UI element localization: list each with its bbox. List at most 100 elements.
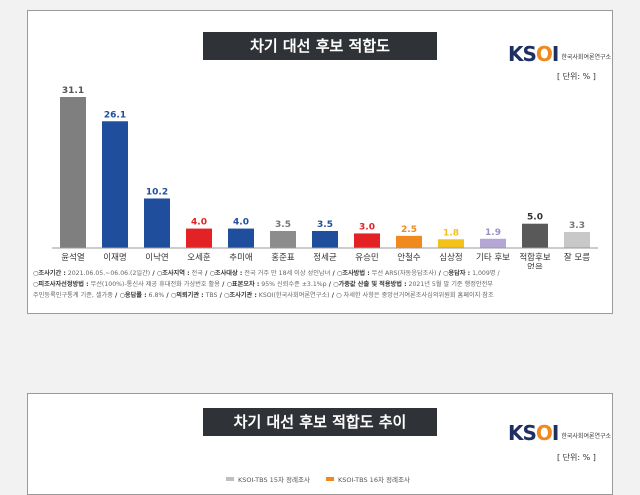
category-label: 심상정 xyxy=(439,252,462,263)
logo-subtitle: 한국사회여론연구소 xyxy=(561,433,612,440)
legend-label: KSOI-TBS 15차 정례조사 xyxy=(238,476,310,484)
unit-label: [ 단위: % ] xyxy=(557,72,596,81)
poll-panel-suitability: 차기 대선 후보 적합도 KSOI 한국사회여론연구소 [ 단위: % ] 31… xyxy=(27,10,613,314)
poll-panel-trend: 차기 대선 후보 적합도 추이 KSOI 한국사회여론연구소 [ 단위: % ]… xyxy=(27,393,613,495)
category-label: 안철수 xyxy=(397,252,421,263)
logo-subtitle: 한국사회여론연구소 xyxy=(561,54,612,61)
legend-label: KSOI-TBS 16차 정례조사 xyxy=(338,476,410,484)
note-value: 전국 거주 만 18세 이상 성인남녀 xyxy=(242,270,331,277)
unit-label: [ 단위: % ] xyxy=(557,453,596,462)
bar-value-label: 3.0 xyxy=(359,222,375,232)
category-label: 정세균 xyxy=(313,252,337,263)
note-value: 자세한 사항은 중앙선거여론조사심의위원회 홈페이지 참조 xyxy=(341,292,494,299)
bar xyxy=(270,231,296,248)
note-value: 무선 ARS(자동응답조사) xyxy=(369,270,437,277)
panel-title: 차기 대선 후보 적합도 xyxy=(203,32,437,60)
note-key: / ○조사지역 : xyxy=(150,270,190,277)
bar xyxy=(564,231,590,248)
bar-value-label: 2.5 xyxy=(401,225,417,235)
category-label: 이낙연 xyxy=(145,252,168,263)
bar-group: 4.0 오세훈 xyxy=(186,218,212,263)
note-value: 주민등록인구통계 기준, 셀가중 xyxy=(33,292,113,299)
note-value: 2021.06.05.~06.06.(2일간) xyxy=(65,270,151,277)
bar xyxy=(312,231,338,248)
bar xyxy=(354,233,380,248)
category-label: 잘 모름 xyxy=(564,252,590,263)
ksoi-logo: KSOI 한국사회여론연구소 xyxy=(508,44,611,64)
category-label: 유승민 xyxy=(355,252,378,263)
bar xyxy=(144,198,170,248)
note-value: KSOI(한국사회여론연구소) xyxy=(256,292,330,299)
bar xyxy=(480,238,506,248)
bar xyxy=(228,228,254,248)
survey-notes-line-1: ○조사기간 : 2021.06.05.~06.06.(2일간) / ○조사지역 … xyxy=(33,268,607,279)
bar-value-label: 3.3 xyxy=(569,221,585,231)
bar-value-label: 1.8 xyxy=(443,228,459,238)
note-key: ○피조사자선정방법 : xyxy=(33,281,89,288)
bar-value-label: 4.0 xyxy=(233,218,249,228)
category-label: 없음 xyxy=(527,263,543,269)
category-label: 이재명 xyxy=(103,252,126,263)
bar-group: 31.1 윤석열 xyxy=(60,86,86,263)
bar-group: 1.8 심상정 xyxy=(438,228,464,263)
bar-value-label: 3.5 xyxy=(317,220,333,230)
note-value: 무선(100%)-통신사 제공 휴대전화 가상번호 활용 xyxy=(88,281,220,288)
note-key: / ○응답률 : xyxy=(112,292,147,299)
category-label: 오세훈 xyxy=(187,252,211,263)
survey-notes-line-3: 주민등록인구통계 기준, 셀가중 / ○응답률 : 6.8% / ○의뢰기관 :… xyxy=(33,290,607,301)
category-label: 적합후보 xyxy=(519,252,550,263)
note-key: / ○가중값 산출 및 적용방법 : xyxy=(326,281,407,288)
bar xyxy=(102,121,128,248)
bar-chart: 31.1윤석열26.1이재명10.2이낙연4.0오세훈4.0추미애3.5홍준표3… xyxy=(52,86,598,269)
bar xyxy=(186,228,212,248)
bar-group: 1.9 기타 후보 xyxy=(476,228,510,263)
bar-value-label: 31.1 xyxy=(62,86,84,96)
bar-group: 26.1 이재명 xyxy=(102,110,128,263)
bar-group: 3.5 홍준표 xyxy=(270,220,296,263)
bar-value-label: 1.9 xyxy=(485,228,501,238)
note-key: / ○응답자 : xyxy=(436,270,471,277)
bar xyxy=(438,239,464,248)
note-value: TBS xyxy=(203,292,218,299)
note-value: 2021년 5월 말 기준 행정안전부 xyxy=(406,281,494,288)
note-key: / ○조사방법 : xyxy=(330,270,370,277)
bar-group: 10.2 이낙연 xyxy=(144,187,170,263)
bar-group: 3.3 잘 모름 xyxy=(564,221,590,263)
legend-swatch xyxy=(326,477,334,481)
category-label: 기타 후보 xyxy=(476,253,510,263)
note-value: 1,009명 / xyxy=(470,270,500,277)
bar-value-label: 5.0 xyxy=(527,213,543,223)
bar-value-label: 26.1 xyxy=(104,110,126,120)
bar xyxy=(522,223,548,248)
note-value: 전국 xyxy=(189,270,203,277)
panel-title: 차기 대선 후보 적합도 추이 xyxy=(203,408,437,436)
bar-value-label: 10.2 xyxy=(146,187,168,197)
note-key: / ○조사기관 : xyxy=(217,292,257,299)
legend-item-16th: KSOI-TBS 16차 정례조사 xyxy=(326,474,410,484)
logo-mark: KSOI xyxy=(508,421,559,445)
bar xyxy=(60,96,86,248)
note-key: / ○조사대상 : xyxy=(202,270,243,277)
note-value: 95% 신뢰수준 ±3.1%p xyxy=(259,281,327,288)
category-label: 윤석열 xyxy=(61,252,85,263)
survey-notes: ○조사기간 : 2021.06.05.~06.06.(2일간) / ○조사지역 … xyxy=(33,268,607,301)
note-key: / ○의뢰기관 : xyxy=(164,292,204,299)
bar-group: 3.5 정세균 xyxy=(312,220,338,263)
category-label: 추미애 xyxy=(229,253,252,263)
logo-mark: KSOI xyxy=(508,42,559,66)
note-key: ○조사기간 : xyxy=(33,270,66,277)
note-key: / ○표본오차 : xyxy=(219,281,260,288)
ksoi-logo: KSOI 한국사회여론연구소 xyxy=(508,423,611,443)
note-key: / ○ xyxy=(329,292,342,299)
survey-notes-line-2: ○피조사자선정방법 : 무선(100%)-통신사 제공 휴대전화 가상번호 활용… xyxy=(33,279,607,290)
bar-value-label: 4.0 xyxy=(191,218,207,228)
legend-item-15th: KSOI-TBS 15차 정례조사 xyxy=(226,474,310,484)
legend-swatch xyxy=(226,477,234,481)
bar-group: 3.0 유승민 xyxy=(354,222,380,263)
note-value: 6.8% xyxy=(146,292,165,299)
bar-group: 4.0 추미애 xyxy=(228,218,254,263)
bar xyxy=(396,235,422,248)
bar-value-label: 3.5 xyxy=(275,220,291,230)
bar-group: 2.5 안철수 xyxy=(396,225,422,263)
